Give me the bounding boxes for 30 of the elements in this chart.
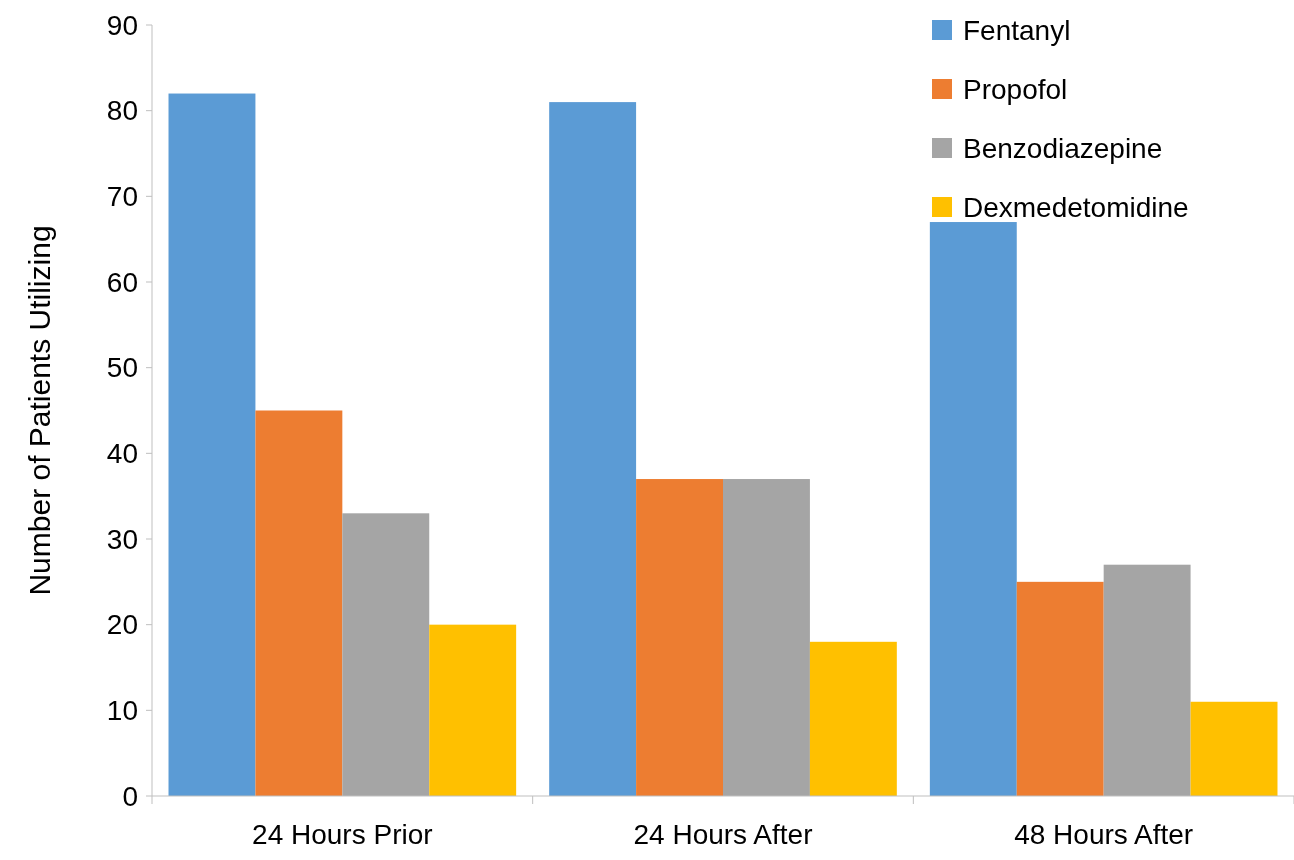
legend-label: Fentanyl [963,14,1071,46]
legend-label: Benzodiazepine [963,132,1163,164]
bar [255,410,343,796]
y-tick-label: 50 [106,352,138,384]
y-tick-label: 0 [122,780,138,812]
bar [1190,701,1278,796]
y-tick-label: 30 [106,523,138,555]
bar [1103,564,1191,796]
x-tick-label: 24 Hours After [633,819,813,850]
x-tick-label: 48 Hours After [1014,819,1194,850]
x-tick-label: 24 Hours Prior [252,819,433,850]
y-tick-label: 70 [106,181,138,213]
bar [723,479,810,796]
y-axis-title: Number of Patients Utilizing [23,225,56,596]
legend-label: Propofol [963,73,1068,105]
legend-label: Dexmedetomidine [963,191,1189,223]
bar [168,93,256,796]
bar [342,513,430,796]
y-tick-label: 90 [106,9,138,41]
y-tick-label: 80 [106,95,138,127]
bar [1016,581,1104,796]
bar [809,641,897,796]
bar [636,479,723,796]
y-tick-label: 40 [106,438,138,470]
bar [549,102,637,796]
y-tick-label: 60 [106,266,138,298]
bar [429,624,517,796]
bar [929,222,1017,796]
y-tick-label: 20 [106,609,138,641]
y-tick-label: 10 [106,695,138,727]
